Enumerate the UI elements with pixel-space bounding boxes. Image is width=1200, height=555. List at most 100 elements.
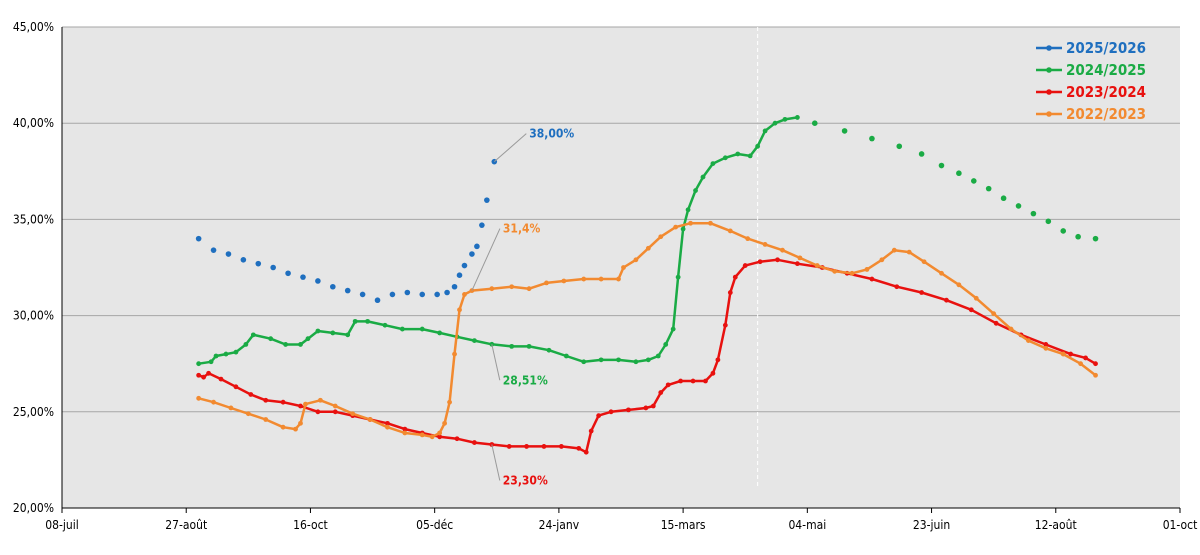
- data-point: [196, 395, 202, 401]
- series-2024-2025-line: [196, 115, 800, 367]
- data-point: [658, 390, 664, 395]
- x-tick-label: 15-mars: [661, 518, 706, 532]
- data-point: [678, 378, 684, 384]
- data-point: [196, 372, 202, 378]
- data-point: [938, 162, 945, 169]
- data-point: [1043, 345, 1049, 351]
- series-2025-2026-dots: [195, 158, 498, 304]
- data-point: [700, 174, 706, 180]
- data-point: [583, 449, 589, 455]
- data-point: [894, 284, 900, 290]
- data-point: [581, 276, 587, 282]
- data-point: [317, 397, 323, 403]
- data-point: [332, 409, 338, 415]
- series-2022-2023-line: [196, 220, 1098, 440]
- data-point: [742, 263, 748, 268]
- data-point: [315, 409, 321, 415]
- data-point: [474, 243, 480, 250]
- data-point: [663, 342, 669, 347]
- data-point: [211, 399, 216, 405]
- data-point: [526, 343, 532, 349]
- data-point: [596, 413, 602, 419]
- data-point: [1000, 195, 1007, 202]
- data-point: [374, 297, 381, 304]
- data-point: [685, 207, 691, 213]
- data-point: [404, 289, 411, 296]
- data-point: [762, 242, 768, 247]
- data-point: [526, 286, 532, 292]
- data-point: [243, 342, 249, 347]
- data-point: [1092, 235, 1099, 242]
- data-point: [747, 153, 753, 159]
- data-point: [315, 328, 321, 334]
- data-point: [1078, 361, 1084, 367]
- data-point: [385, 420, 390, 426]
- data-point: [437, 430, 443, 436]
- data-point: [469, 251, 475, 257]
- data-point: [332, 403, 338, 409]
- data-point: [891, 247, 897, 253]
- data-point: [419, 291, 426, 298]
- annotation-leader: [493, 133, 527, 163]
- data-point: [509, 284, 515, 290]
- data-point: [956, 282, 962, 288]
- data-point: [240, 257, 247, 263]
- data-point: [722, 322, 728, 328]
- data-point: [762, 128, 768, 134]
- data-point: [419, 432, 425, 438]
- data-point: [245, 411, 251, 417]
- data-point: [869, 135, 875, 142]
- annotation-label: 28,51%: [503, 373, 548, 387]
- x-tick-label: 24-janv: [539, 518, 580, 532]
- x-axis-ticks: 08-juil 27-août 16-oct 05-déc 24-janv 15-mars…: [45, 508, 1197, 532]
- data-point: [472, 338, 477, 344]
- data-point: [196, 361, 202, 367]
- data-point: [1060, 228, 1067, 234]
- data-point: [479, 222, 485, 228]
- data-point: [509, 343, 515, 349]
- series-2024-2025-dots: [811, 120, 1099, 242]
- data-point: [973, 295, 979, 301]
- data-point: [250, 332, 256, 338]
- y-tick-label: 30,00%: [13, 309, 54, 323]
- data-point: [330, 330, 336, 336]
- data-point: [280, 399, 286, 405]
- data-point: [461, 262, 468, 269]
- data-point: [429, 434, 435, 440]
- plot-area: [62, 27, 1180, 508]
- data-point: [670, 326, 676, 332]
- data-point: [626, 407, 631, 413]
- data-point: [688, 220, 693, 226]
- data-point: [906, 249, 912, 255]
- y-tick-label: 45,00%: [13, 20, 54, 34]
- data-point: [1015, 203, 1022, 209]
- data-point: [645, 357, 651, 363]
- data-point: [727, 228, 733, 234]
- data-point: [616, 276, 621, 282]
- data-point: [437, 434, 443, 440]
- data-point: [298, 342, 303, 347]
- data-point: [225, 251, 232, 257]
- data-point: [896, 143, 903, 150]
- data-point: [248, 392, 254, 397]
- data-point: [598, 276, 604, 282]
- data-point: [452, 351, 457, 357]
- data-point: [918, 151, 925, 157]
- data-point: [985, 185, 992, 192]
- data-point: [444, 289, 450, 296]
- data-point: [385, 424, 390, 430]
- data-point: [524, 444, 529, 449]
- data-point: [598, 357, 604, 363]
- data-point: [563, 353, 569, 359]
- y-tick-label: 40,00%: [13, 116, 54, 130]
- data-point: [849, 270, 855, 276]
- data-point: [442, 420, 448, 426]
- data-point: [359, 291, 366, 298]
- data-point: [732, 274, 738, 280]
- x-tick-label: 16-oct: [293, 518, 328, 532]
- data-point: [233, 384, 239, 390]
- data-point: [794, 261, 800, 267]
- data-point: [268, 336, 274, 342]
- data-point: [1030, 210, 1037, 217]
- data-point: [315, 278, 321, 284]
